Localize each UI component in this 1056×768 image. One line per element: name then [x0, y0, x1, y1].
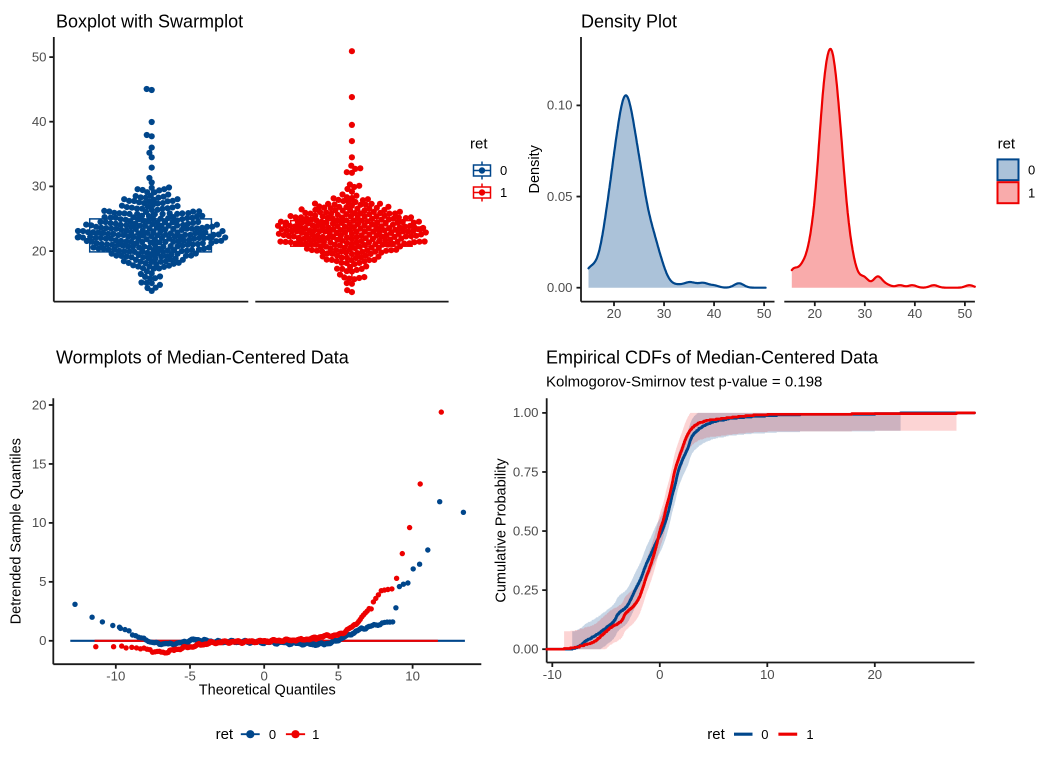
svg-text:Wormplots of Median-Centered D: Wormplots of Median-Centered Data — [56, 348, 350, 368]
svg-text:15: 15 — [32, 456, 47, 471]
svg-text:50: 50 — [32, 49, 47, 64]
svg-text:-10: -10 — [543, 667, 562, 682]
svg-text:Detrended Sample Quantiles: Detrended Sample Quantiles — [8, 438, 24, 624]
svg-text:0.05: 0.05 — [547, 189, 573, 204]
svg-text:ret: ret — [707, 726, 725, 743]
svg-text:20: 20 — [607, 306, 622, 321]
svg-text:30: 30 — [657, 306, 672, 321]
svg-text:0.50: 0.50 — [513, 523, 539, 538]
svg-text:10: 10 — [405, 669, 420, 684]
svg-text:20: 20 — [32, 397, 47, 412]
svg-text:ret: ret — [216, 726, 234, 743]
svg-text:30: 30 — [32, 179, 47, 194]
svg-text:20: 20 — [32, 243, 47, 258]
svg-text:40: 40 — [707, 306, 722, 321]
svg-text:ret: ret — [998, 136, 1016, 153]
svg-text:0: 0 — [761, 727, 768, 742]
svg-text:0: 0 — [500, 163, 507, 178]
svg-text:30: 30 — [857, 306, 872, 321]
svg-text:0.25: 0.25 — [513, 582, 539, 597]
svg-text:1: 1 — [806, 727, 813, 742]
svg-text:0.00: 0.00 — [547, 280, 573, 295]
svg-text:Boxplot with Swarmplot: Boxplot with Swarmplot — [56, 12, 243, 32]
svg-text:Kolmogorov-Smirnov test p-valu: Kolmogorov-Smirnov test p-value = 0.198 — [546, 374, 822, 391]
svg-text:10: 10 — [760, 667, 775, 682]
svg-text:40: 40 — [908, 306, 923, 321]
svg-text:5: 5 — [39, 574, 46, 589]
svg-text:1: 1 — [312, 727, 319, 742]
svg-text:0.10: 0.10 — [547, 98, 573, 113]
svg-text:Empirical CDFs of Median-Cente: Empirical CDFs of Median-Centered Data — [546, 348, 879, 368]
svg-text:Density Plot: Density Plot — [581, 12, 677, 32]
svg-text:10: 10 — [32, 515, 47, 530]
svg-text:1.00: 1.00 — [513, 405, 539, 420]
svg-text:Density: Density — [527, 144, 543, 193]
svg-text:20: 20 — [807, 306, 822, 321]
svg-text:0.75: 0.75 — [513, 464, 539, 479]
svg-text:1: 1 — [1028, 185, 1035, 200]
svg-text:50: 50 — [958, 306, 973, 321]
svg-text:0.00: 0.00 — [513, 642, 539, 657]
svg-text:0: 0 — [261, 669, 268, 684]
svg-text:20: 20 — [867, 667, 882, 682]
svg-text:-10: -10 — [106, 669, 125, 684]
svg-text:40: 40 — [32, 114, 47, 129]
svg-text:0: 0 — [656, 667, 663, 682]
svg-text:0: 0 — [39, 633, 46, 648]
svg-text:0: 0 — [1028, 163, 1035, 178]
svg-text:-5: -5 — [184, 669, 196, 684]
svg-text:Theoretical Quantiles: Theoretical Quantiles — [199, 683, 336, 699]
svg-text:0: 0 — [269, 727, 276, 742]
svg-text:ret: ret — [470, 136, 488, 153]
svg-text:5: 5 — [335, 669, 342, 684]
svg-text:50: 50 — [757, 306, 772, 321]
svg-text:Cumulative Probability: Cumulative Probability — [494, 458, 510, 603]
svg-text:1: 1 — [500, 185, 507, 200]
